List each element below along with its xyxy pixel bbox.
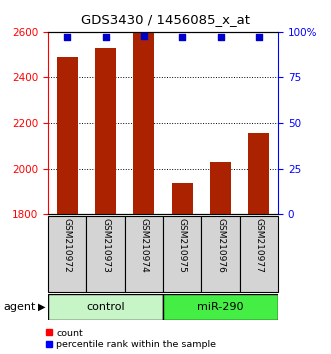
Bar <box>125 216 163 292</box>
Bar <box>57 57 78 214</box>
Bar <box>48 216 86 292</box>
Text: agent: agent <box>3 302 36 312</box>
Text: control: control <box>86 302 125 312</box>
Text: GSM210973: GSM210973 <box>101 218 110 273</box>
Text: GSM210974: GSM210974 <box>139 218 148 273</box>
Text: ▶: ▶ <box>38 302 45 312</box>
Text: GDS3430 / 1456085_x_at: GDS3430 / 1456085_x_at <box>81 13 250 27</box>
Point <box>179 34 185 40</box>
Bar <box>172 183 193 214</box>
Point <box>141 33 147 38</box>
Point <box>103 34 108 40</box>
Bar <box>248 133 269 214</box>
Point <box>218 34 223 40</box>
Bar <box>133 32 154 214</box>
Bar <box>48 294 163 320</box>
Bar <box>86 216 125 292</box>
Bar <box>163 216 201 292</box>
Point <box>65 34 70 40</box>
Bar <box>163 294 278 320</box>
Bar <box>95 48 116 214</box>
Text: GSM210976: GSM210976 <box>216 218 225 273</box>
Text: GSM210972: GSM210972 <box>63 218 72 273</box>
Bar <box>210 162 231 214</box>
Text: GSM210975: GSM210975 <box>178 218 187 273</box>
Text: miR-290: miR-290 <box>197 302 244 312</box>
Text: GSM210977: GSM210977 <box>254 218 263 273</box>
Point <box>256 34 261 40</box>
Bar <box>201 216 240 292</box>
Bar <box>240 216 278 292</box>
Legend: count, percentile rank within the sample: count, percentile rank within the sample <box>46 329 216 349</box>
